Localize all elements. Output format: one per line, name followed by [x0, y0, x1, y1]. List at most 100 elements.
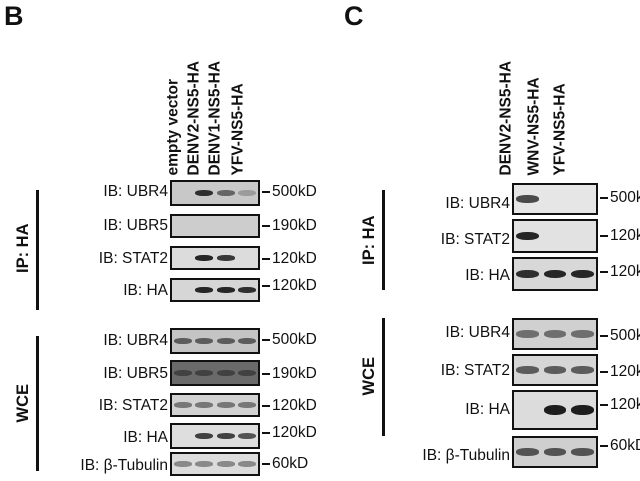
blot-band: [571, 448, 594, 456]
blot-band: [516, 195, 539, 203]
ib-label: IB: STAT2: [440, 362, 510, 379]
section-label-ip-ha: IP: HA: [359, 215, 378, 266]
blot-band: [543, 448, 567, 456]
blot-band: [571, 404, 594, 416]
blot-band: [516, 448, 539, 456]
mw-label: 120kD: [272, 424, 317, 441]
lane-label-denv2: DENV2-NS5-HA: [185, 60, 203, 176]
mw-label: 120kD: [610, 263, 640, 280]
ib-label: IB: UBR5: [103, 365, 168, 382]
blot-wce-stat2: [512, 354, 598, 386]
mw-marker: 500kD: [262, 332, 317, 348]
mw-label: 190kD: [272, 365, 317, 382]
tick-mark: [600, 234, 608, 237]
blot-wce-tubulin: [170, 452, 260, 476]
mw-marker: 120kD: [600, 364, 640, 380]
mw-marker: 120kD: [262, 278, 317, 294]
blot-band: [571, 366, 594, 374]
blot-ip-ubr4: [512, 183, 598, 215]
ib-label: IB: UBR4: [103, 183, 168, 200]
mw-label: 120kD: [610, 227, 640, 244]
blot-ip-ha: [512, 257, 598, 291]
lane-label-yfv: YFV-NS5-HA: [551, 83, 569, 176]
ib-label: IB: STAT2: [440, 231, 510, 248]
blot-band: [238, 402, 257, 408]
ib-label: IB: UBR5: [103, 217, 168, 234]
ib-label: IB: UBR4: [445, 195, 510, 212]
blot-ip-stat2: [512, 219, 598, 253]
mw-label: 500kD: [272, 331, 317, 348]
blot-wce-ubr4: [170, 328, 260, 354]
tick-mark: [600, 370, 608, 373]
ib-label: IB: β-Tubulin: [422, 447, 510, 464]
blot-band: [216, 369, 235, 377]
ib-label: IB: β-Tubulin: [80, 457, 168, 474]
mw-marker: 190kD: [262, 218, 317, 234]
blot-band: [216, 402, 235, 408]
mw-label: 190kD: [272, 217, 317, 234]
mw-label: 60kD: [610, 437, 640, 454]
mw-marker: 120kD: [600, 228, 640, 244]
mw-label: 120kD: [610, 363, 640, 380]
blot-band: [173, 402, 192, 408]
lane-label-denv2: DENV2-NS5-HA: [497, 60, 515, 176]
panel-b-letter: B: [4, 1, 24, 31]
wce-bracket: [36, 336, 39, 471]
blot-band: [216, 337, 235, 345]
blot-wce-ubr5: [170, 360, 260, 386]
blot-band: [571, 330, 594, 338]
blot-band: [173, 369, 192, 377]
mw-label: 120kD: [272, 250, 317, 267]
blot-band: [238, 287, 257, 293]
tick-mark: [262, 404, 270, 407]
mw-label: 120kD: [610, 396, 640, 413]
ib-label: IB: HA: [465, 401, 510, 418]
mw-label: 500kD: [610, 189, 640, 206]
lane-label-yfv: YFV-NS5-HA: [229, 83, 247, 176]
lane-label-empty-vector: empty vector: [164, 79, 182, 176]
mw-label: 120kD: [272, 277, 317, 294]
blot-band: [543, 269, 567, 279]
blot-band: [516, 366, 539, 374]
blot-ip-stat2: [170, 246, 260, 270]
mw-marker: 120kD: [262, 398, 317, 414]
tick-mark: [262, 431, 270, 434]
tick-mark: [262, 338, 270, 341]
blot-ip-ubr5: [170, 214, 260, 238]
ib-label: IB: STAT2: [98, 250, 168, 267]
blot-band: [543, 330, 567, 338]
blot-band: [216, 461, 235, 467]
blot-band: [195, 402, 214, 408]
blot-ip-ubr4: [170, 180, 260, 206]
wce-bracket: [382, 318, 385, 436]
blot-band: [238, 369, 257, 377]
ib-label: IB: UBR4: [445, 324, 510, 341]
ib-label: IB: HA: [123, 429, 168, 446]
section-label-ip-ha: IP: HA: [13, 223, 32, 274]
blot-band: [238, 432, 257, 440]
blot-band: [195, 255, 214, 261]
ib-label: IB: UBR4: [103, 332, 168, 349]
blot-band: [195, 189, 214, 197]
blot-wce-ubr4: [512, 318, 598, 350]
blot-band: [195, 287, 214, 293]
blot-band: [543, 404, 567, 416]
mw-marker: 60kD: [600, 438, 640, 454]
mw-label: 500kD: [610, 327, 640, 344]
lane-label-wnv: WNV-NS5-HA: [525, 77, 543, 176]
blot-band: [195, 432, 214, 440]
tick-mark: [262, 284, 270, 287]
blot-band: [173, 461, 192, 467]
mw-marker: 500kD: [600, 328, 640, 344]
tick-mark: [600, 334, 608, 337]
blot-wce-tubulin: [512, 436, 598, 468]
section-label-wce: WCE: [359, 357, 378, 396]
blot-band: [216, 255, 235, 261]
blot-band: [195, 337, 214, 345]
blot-band: [516, 231, 539, 241]
mw-label: 60kD: [272, 455, 309, 472]
tick-mark: [262, 372, 270, 375]
lane-label-denv1: DENV1-NS5-HA: [206, 60, 224, 176]
tick-mark: [600, 196, 608, 199]
mw-marker: 190kD: [262, 366, 317, 382]
